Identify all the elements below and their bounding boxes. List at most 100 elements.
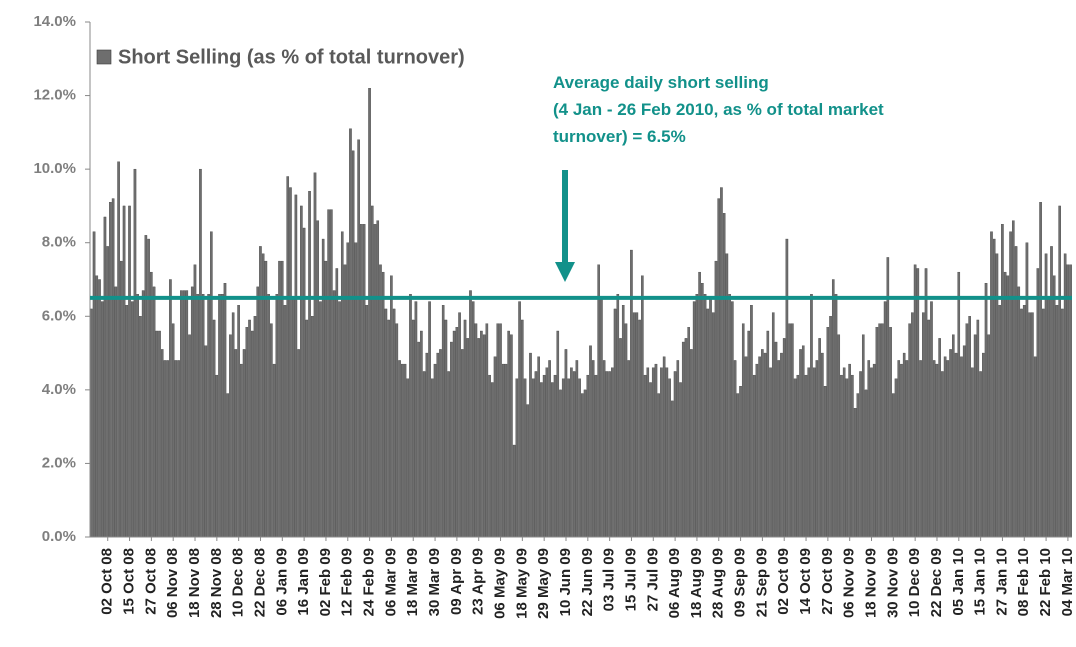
bar bbox=[924, 268, 928, 538]
bar bbox=[916, 268, 920, 538]
bar bbox=[717, 198, 721, 538]
x-tick-label: 22 Feb 10 bbox=[1037, 548, 1054, 616]
bar bbox=[684, 338, 688, 538]
bar bbox=[496, 323, 500, 538]
bar bbox=[583, 389, 587, 538]
bar bbox=[267, 294, 270, 538]
bar bbox=[250, 330, 254, 538]
x-tick-label: 16 Jan 09 bbox=[295, 548, 312, 616]
bar bbox=[897, 360, 901, 538]
bar bbox=[679, 382, 682, 538]
bar bbox=[398, 360, 401, 538]
bar bbox=[665, 367, 669, 538]
bar bbox=[248, 319, 251, 538]
x-tick-label: 05 Jan 10 bbox=[950, 548, 967, 616]
bar bbox=[529, 352, 532, 538]
x-tick-label: 08 Feb 10 bbox=[1015, 548, 1032, 616]
bar bbox=[196, 294, 199, 538]
bar bbox=[818, 338, 821, 538]
bar bbox=[1014, 246, 1018, 538]
bar bbox=[796, 374, 800, 538]
bar bbox=[1039, 202, 1042, 538]
bar bbox=[692, 301, 696, 538]
bar bbox=[864, 389, 868, 538]
x-tick-label: 06 Nov 08 bbox=[164, 548, 181, 618]
bar bbox=[976, 319, 980, 538]
x-tick-label: 15 Oct 08 bbox=[121, 548, 138, 615]
bar bbox=[507, 330, 510, 538]
bar bbox=[256, 286, 260, 538]
bar bbox=[611, 367, 614, 538]
bar bbox=[275, 294, 279, 538]
bar bbox=[270, 323, 273, 538]
bar bbox=[602, 360, 606, 538]
bar bbox=[477, 338, 480, 538]
bar bbox=[706, 308, 710, 538]
bar bbox=[927, 319, 931, 538]
bar bbox=[657, 393, 660, 538]
bar bbox=[1033, 356, 1037, 538]
bar bbox=[466, 338, 470, 538]
bar bbox=[673, 371, 677, 538]
bar bbox=[365, 305, 369, 538]
bar bbox=[185, 290, 189, 538]
bar bbox=[635, 312, 639, 538]
bar bbox=[540, 382, 543, 538]
bar bbox=[741, 323, 745, 538]
x-tick-label: 06 Aug 09 bbox=[666, 548, 683, 618]
bar bbox=[128, 205, 131, 538]
bar bbox=[676, 360, 680, 538]
bar bbox=[360, 224, 363, 538]
x-tick-label: 06 Mar 09 bbox=[382, 548, 399, 616]
bar bbox=[310, 316, 314, 538]
bar bbox=[450, 341, 453, 538]
bar bbox=[624, 323, 628, 538]
bar bbox=[182, 290, 186, 538]
bar bbox=[681, 341, 685, 538]
bar bbox=[891, 393, 895, 538]
bar bbox=[1031, 312, 1034, 538]
annotation: turnover) = 6.5% bbox=[553, 127, 686, 146]
bar bbox=[294, 194, 298, 538]
bar bbox=[771, 312, 775, 538]
bar bbox=[829, 316, 832, 538]
bar bbox=[575, 360, 579, 538]
x-tick-label: 06 May 09 bbox=[491, 548, 508, 619]
bar bbox=[436, 352, 440, 538]
bar bbox=[1042, 308, 1045, 538]
bar bbox=[327, 209, 330, 538]
x-tick-label: 10 Dec 08 bbox=[230, 548, 247, 617]
bar bbox=[542, 374, 546, 538]
bar bbox=[190, 286, 194, 538]
bar bbox=[752, 374, 756, 538]
bar bbox=[605, 371, 609, 538]
bar bbox=[815, 360, 819, 538]
arrow-head bbox=[555, 262, 575, 282]
bar bbox=[212, 319, 216, 538]
bar bbox=[698, 271, 701, 538]
bar bbox=[482, 334, 486, 538]
bar bbox=[621, 305, 625, 538]
bar bbox=[125, 305, 129, 538]
bar bbox=[130, 301, 134, 538]
bar bbox=[343, 264, 347, 538]
bar bbox=[1025, 242, 1029, 538]
bar bbox=[638, 319, 641, 538]
bar bbox=[761, 349, 764, 538]
bar bbox=[662, 356, 666, 538]
bar bbox=[264, 260, 268, 538]
annotation: Average daily short selling bbox=[553, 73, 769, 92]
bar bbox=[291, 297, 295, 538]
bar bbox=[98, 279, 101, 538]
bar bbox=[739, 386, 742, 538]
bar bbox=[660, 367, 663, 538]
y-tick-label: 12.0% bbox=[33, 87, 76, 104]
bar bbox=[452, 330, 456, 538]
bar bbox=[559, 389, 562, 538]
bar bbox=[425, 352, 429, 538]
bar bbox=[998, 305, 1001, 538]
bar bbox=[518, 301, 521, 538]
bar bbox=[1061, 308, 1064, 538]
bar bbox=[523, 378, 527, 538]
bar bbox=[932, 360, 936, 538]
